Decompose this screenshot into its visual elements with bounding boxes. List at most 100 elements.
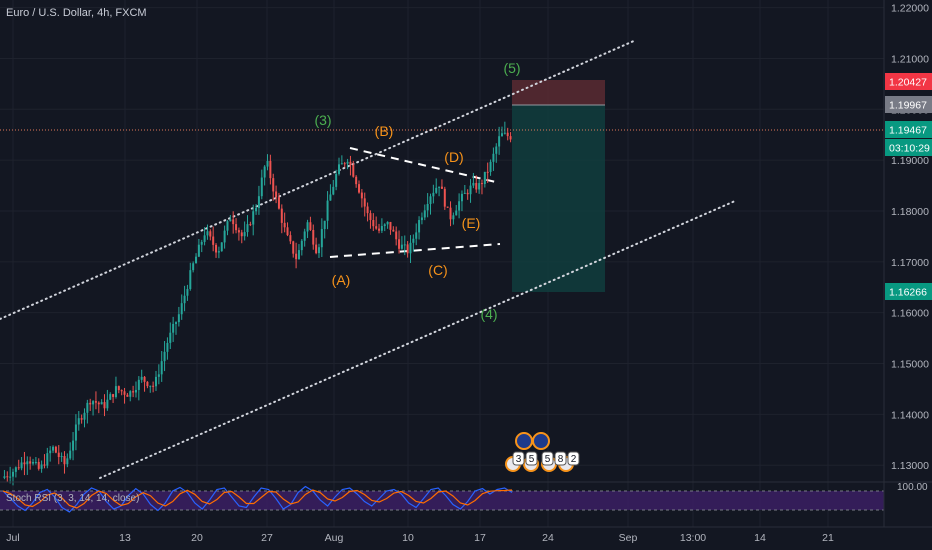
- candle-body: [149, 385, 152, 387]
- time-tick-label: 21: [822, 532, 834, 544]
- stoch-d-line: [2, 489, 513, 509]
- candle-body: [300, 240, 303, 251]
- candle-body: [189, 270, 192, 290]
- event-count-badge[interactable]: [512, 451, 525, 466]
- candle-body: [6, 476, 9, 478]
- candle-body: [143, 376, 146, 382]
- candle-body: [458, 201, 461, 211]
- candle-body: [323, 220, 326, 230]
- candle-body: [380, 226, 383, 231]
- candle-body: [389, 221, 392, 230]
- wave-label-b: (B): [375, 123, 394, 139]
- candle-body: [3, 476, 6, 478]
- event-count-badge[interactable]: [567, 451, 580, 466]
- candle-body: [375, 226, 378, 229]
- candle-body: [463, 192, 466, 194]
- candle-body: [120, 390, 123, 392]
- candle-body: [435, 187, 438, 193]
- candle-body: [40, 464, 43, 469]
- candle-body: [489, 161, 492, 172]
- candle-body: [315, 244, 318, 254]
- candle-body: [303, 231, 306, 241]
- candle-body: [272, 178, 275, 192]
- candle-body: [340, 163, 343, 165]
- event-count-badge[interactable]: [525, 451, 538, 466]
- symbol-title[interactable]: Euro / U.S. Dollar, 4h, FXCM: [6, 7, 147, 19]
- event-count-label: 5: [545, 454, 551, 465]
- candle-body: [472, 182, 475, 186]
- candle-body: [406, 244, 409, 254]
- candle-body: [172, 323, 175, 333]
- event-flag-eu-icon[interactable]: [515, 432, 533, 450]
- event-markers[interactable]: 3 5 5 8 2: [505, 432, 580, 472]
- time-tick-label: 14: [754, 532, 766, 544]
- candle-body: [266, 160, 269, 167]
- upper-channel-line[interactable]: [0, 39, 637, 320]
- candle-body: [492, 153, 495, 162]
- price-tick-label: 1.16000: [891, 308, 929, 320]
- candle-body: [243, 232, 246, 237]
- candle-body: [80, 418, 83, 420]
- horizontal-grid: [0, 7, 884, 466]
- candle-body: [280, 208, 283, 223]
- candle-body: [452, 215, 455, 220]
- candle-body: [398, 239, 401, 249]
- event-flag-eu-icon[interactable]: [532, 432, 550, 450]
- candle-body: [469, 185, 472, 195]
- stop-loss-badge-label: 1.20427: [889, 77, 927, 89]
- event-count-badge[interactable]: [554, 451, 567, 466]
- price-tick-label: 1.21000: [891, 53, 929, 65]
- candle-body: [429, 196, 432, 204]
- time-tick-label: 27: [261, 532, 273, 544]
- candle-body: [89, 402, 92, 405]
- candle-body: [77, 418, 80, 425]
- candlestick-series: [3, 121, 512, 486]
- wave-label-3: (3): [314, 112, 331, 128]
- lower-channel-line[interactable]: [99, 200, 736, 479]
- candle-body: [160, 361, 163, 375]
- candle-body: [409, 242, 412, 254]
- candle-body: [9, 476, 12, 478]
- candle-body: [126, 394, 129, 397]
- candle-body: [63, 456, 66, 465]
- candle-body: [26, 461, 29, 465]
- candle-body: [418, 220, 421, 233]
- event-count-badge[interactable]: [541, 451, 554, 466]
- candle-body: [137, 379, 140, 390]
- candle-body: [20, 462, 23, 469]
- wave-label-c: (C): [428, 262, 447, 278]
- candle-body: [14, 467, 17, 472]
- candle-body: [146, 381, 149, 387]
- triangle-lower-line[interactable]: [329, 243, 501, 258]
- candle-body: [57, 452, 60, 458]
- candle-body: [109, 394, 112, 400]
- candle-body: [346, 161, 349, 164]
- stop-loss-badge: [885, 73, 932, 90]
- candle-body: [378, 228, 381, 231]
- time-tick-label: 20: [191, 532, 203, 544]
- candle-body: [432, 192, 435, 197]
- candle-body: [37, 461, 40, 469]
- time-axis[interactable]: Jul 13 20 27 Aug 10 17 24 Sep 13:00 14 21: [6, 532, 834, 544]
- stop-loss-zone[interactable]: [512, 80, 605, 105]
- triangle-upper-line[interactable]: [349, 147, 501, 184]
- wave-label-5: (5): [503, 60, 520, 76]
- candle-body: [166, 342, 169, 352]
- candle-body: [335, 173, 338, 187]
- candle-body: [383, 224, 386, 227]
- stoch-indicator-title[interactable]: Stoch RSI (3, 3, 14, 14, close): [6, 493, 140, 504]
- candle-body: [415, 232, 418, 239]
- candle-body: [363, 198, 366, 207]
- wave-label-e: (E): [462, 215, 481, 231]
- candle-body: [252, 211, 255, 225]
- event-count-label: 2: [571, 454, 577, 465]
- candle-body: [183, 295, 186, 304]
- take-profit-zone[interactable]: [512, 105, 605, 292]
- candle-body: [337, 164, 340, 174]
- price-tick-label: 1.17000: [891, 257, 929, 269]
- candle-body: [106, 399, 109, 409]
- candle-body: [486, 171, 489, 173]
- price-tick-label: 1.14000: [891, 409, 929, 421]
